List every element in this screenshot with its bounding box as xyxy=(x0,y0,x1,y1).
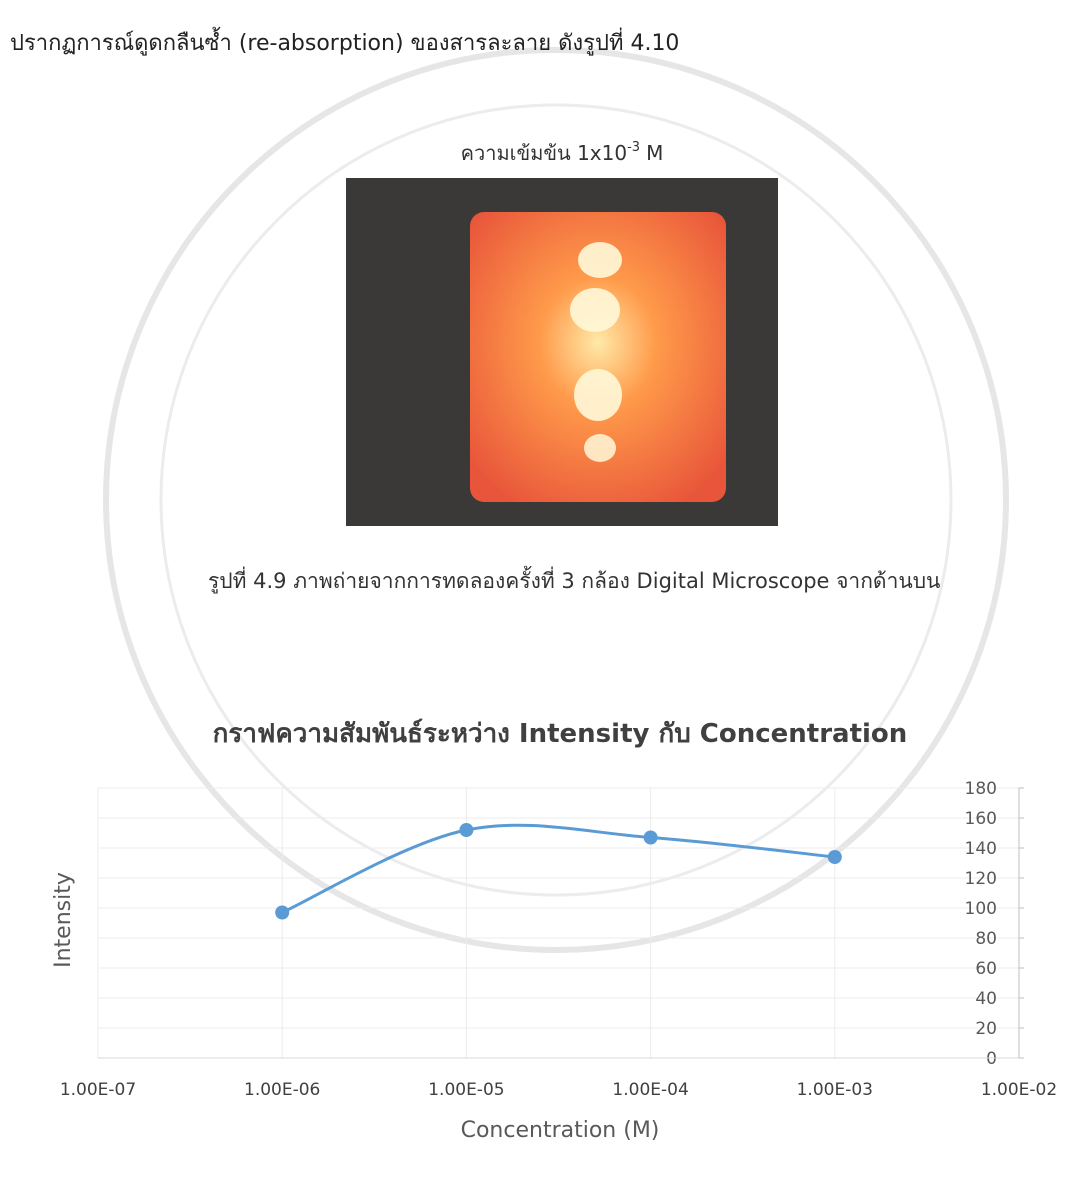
y-tick-label: 80 xyxy=(975,929,997,949)
photo-highlight xyxy=(578,242,622,278)
data-point xyxy=(827,850,842,864)
photo-highlight xyxy=(584,434,616,462)
y-tick-label: 20 xyxy=(975,1019,997,1039)
y-tick-label: 40 xyxy=(975,989,997,1009)
x-axis-label: Concentration (M) xyxy=(461,1118,660,1143)
photo-highlight xyxy=(574,369,622,421)
figure-label: ความเข้มข้น 1x10-3 M xyxy=(461,140,664,165)
data-point xyxy=(643,830,658,845)
y-tick-label: 0 xyxy=(986,1049,997,1069)
x-tick-label: 1.00E-04 xyxy=(612,1080,688,1100)
x-tick-label: 1.00E-07 xyxy=(60,1080,136,1100)
figure-label-unit: M xyxy=(646,141,663,165)
x-tick-label: 1.00E-06 xyxy=(244,1080,320,1100)
photo-highlight xyxy=(570,288,620,332)
x-tick-label: 1.00E-05 xyxy=(428,1080,504,1100)
y-tick-label: 180 xyxy=(965,779,997,799)
y-tick-label: 120 xyxy=(965,869,997,889)
data-point xyxy=(275,905,290,920)
intro-text: ปรากฏการณ์ดูดกลืนซ้ำ (re-absorption) ของ… xyxy=(10,27,679,56)
series-line xyxy=(281,823,835,914)
caption: รูปที่ 4.9 ภาพถ่ายจากการทดลองครั้งที่ 3 … xyxy=(208,566,940,594)
x-tick-label: 1.00E-02 xyxy=(981,1080,1057,1100)
figure-label-exponent: -3 xyxy=(627,140,640,155)
y-tick-label: 60 xyxy=(975,959,997,979)
chart-title: กราฟความสัมพันธ์ระหว่าง Intensity กับ Co… xyxy=(213,718,908,749)
data-point xyxy=(459,823,474,837)
y-tick-label: 100 xyxy=(965,899,997,919)
watermark xyxy=(103,47,1009,953)
y-tick-label: 140 xyxy=(965,839,997,859)
figure-label-main: ความเข้มข้น 1x10 xyxy=(461,141,627,165)
x-tick-label: 1.00E-03 xyxy=(797,1080,873,1100)
y-tick-label: 160 xyxy=(965,809,997,829)
y-axis-label: Intensity xyxy=(51,872,76,968)
photo-sample xyxy=(470,212,726,502)
watermark xyxy=(159,103,953,897)
